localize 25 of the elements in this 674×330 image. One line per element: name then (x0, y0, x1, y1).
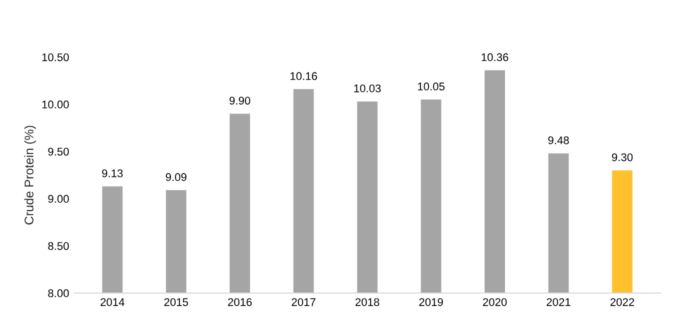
x-tick-label: 2014 (100, 298, 124, 306)
x-tick-label: 2021 (546, 298, 570, 306)
data-label: 10.16 (290, 72, 318, 80)
y-axis-title: Crude Protein (%) (24, 126, 36, 224)
data-label: 9.90 (230, 96, 250, 105)
y-tick-label: 9.50 (48, 148, 69, 156)
x-tick-label: 2017 (292, 298, 316, 306)
data-label: 10.03 (354, 84, 381, 92)
x-tick-label: 2016 (228, 298, 252, 306)
data-label: 9.09 (166, 173, 186, 182)
x-tick-label: 2018 (356, 298, 380, 306)
data-label: 9.30 (612, 153, 633, 162)
y-tick-label: 10.00 (42, 100, 69, 108)
x-tick-label: 2019 (419, 298, 443, 306)
x-tick-label: 2020 (483, 298, 507, 306)
data-label: 9.48 (548, 136, 569, 144)
data-label: 9.13 (102, 169, 123, 178)
y-tick-label: 8.50 (48, 242, 69, 250)
data-label: 10.05 (418, 82, 445, 90)
y-tick-label: 9.00 (48, 194, 69, 203)
y-tick-label: 8.00 (48, 289, 69, 298)
x-tick-label: 2015 (164, 298, 188, 306)
x-tick-label: 2022 (610, 298, 634, 306)
y-tick-label: 10.50 (42, 53, 69, 62)
data-label: 10.36 (482, 53, 508, 62)
